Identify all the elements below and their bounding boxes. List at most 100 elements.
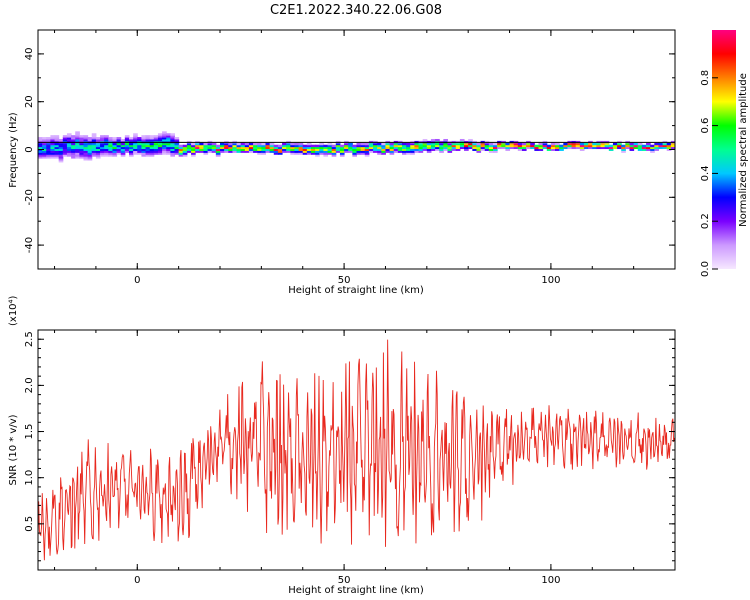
spectrogram-cell	[95, 154, 101, 157]
spectrogram-cell	[236, 142, 242, 146]
spectrogram-cell	[42, 137, 47, 140]
spectrogram-cell	[282, 142, 287, 146]
spectrogram-cell	[170, 152, 175, 155]
spectrogram-cell	[356, 150, 362, 153]
spectrogram-cell	[439, 150, 444, 153]
spectrogram-cell	[120, 154, 126, 157]
spectrogram-cell	[422, 148, 428, 151]
spectrogram-cell	[186, 150, 192, 153]
spectrogram-cell	[455, 148, 461, 151]
spectrogram-cell	[58, 160, 64, 163]
spectrogram-x-ticks: 0 50 100	[54, 30, 676, 286]
spectrogram-cell	[75, 142, 80, 146]
spectrogram-cell	[108, 150, 113, 153]
spectrogram-cell	[38, 138, 43, 142]
spectrogram-cell	[261, 150, 266, 153]
spectrogram-cell	[116, 146, 122, 150]
spectrogram-cell	[232, 144, 238, 148]
spectrogram-cell	[319, 148, 324, 151]
spectrogram-cell	[439, 142, 444, 146]
spectrogram-cell	[137, 137, 142, 140]
spectrogram-cell	[120, 146, 126, 150]
spectrogram-cell	[306, 148, 312, 151]
spectrogram-cell	[79, 150, 84, 153]
spectrogram-cell	[75, 150, 80, 153]
spectrogram-cell	[203, 146, 209, 150]
spectrogram-cell	[290, 148, 295, 151]
spectrogram-cell	[339, 148, 345, 151]
spectrogram-cell	[600, 144, 606, 148]
spectrogram-cell	[439, 144, 444, 148]
spectrogram-cell	[58, 146, 64, 150]
spectrogram-cell	[430, 138, 436, 142]
spectrogram-cell	[248, 144, 254, 148]
spectrogram-cell	[418, 144, 424, 148]
spectrogram-cell	[331, 150, 337, 153]
spectrogram-cell	[530, 142, 535, 146]
spectrogram-cell	[323, 152, 329, 155]
spectrogram-cell	[654, 146, 659, 150]
spectrogram-cell	[104, 148, 109, 151]
spectrogram-cell	[493, 144, 498, 148]
spectrogram-cell	[79, 138, 84, 142]
spectrogram-cell	[124, 144, 130, 148]
snr-y-ticks: 0.5 1.0 1.5 2.0 2.5	[24, 331, 675, 562]
spectrogram-cell	[38, 146, 43, 150]
spectrogram-cell	[385, 148, 391, 151]
spectrogram-cell	[166, 137, 171, 140]
spectrogram-cell	[435, 148, 440, 151]
spectrogram-cell	[426, 146, 432, 150]
spectrogram-cell	[306, 142, 312, 146]
spectrogram-cell	[650, 150, 655, 153]
spectrogram-cell	[368, 142, 374, 146]
spectrogram-cell	[129, 142, 134, 146]
spectrogram-cell	[323, 148, 329, 151]
spectrogram-cell	[517, 148, 523, 151]
spectrogram-cell	[54, 148, 60, 151]
spectrogram-cell	[422, 138, 428, 142]
spectrogram-cell	[75, 131, 80, 134]
spectrogram-cell	[484, 142, 490, 146]
spectrogram-cell	[360, 142, 366, 146]
spectrogram-cell	[124, 142, 130, 146]
spectrogram-cell	[559, 144, 564, 148]
spectrogram-cell	[108, 152, 113, 155]
spectrogram-cell	[315, 154, 320, 157]
spectrogram-cell	[54, 146, 60, 150]
spectrogram-cell	[294, 146, 300, 150]
spectrogram-cell	[248, 150, 254, 153]
spectrogram-cell	[497, 146, 502, 150]
spectrogram-cell	[129, 138, 134, 142]
spectrogram-cell	[637, 148, 643, 151]
spectrogram-cell	[658, 146, 664, 150]
spectrogram-cell	[50, 142, 56, 146]
spectrogram-cell	[153, 148, 159, 151]
spectrogram-cell	[100, 142, 105, 146]
spectrogram-cell	[480, 144, 486, 148]
spectrogram-cell	[298, 148, 304, 151]
spectrogram-cell	[617, 142, 622, 146]
y-tick-label: 20	[24, 95, 35, 108]
spectrogram-cell	[38, 137, 43, 140]
spectrogram-cell	[83, 146, 89, 150]
spectrogram-cell	[46, 156, 51, 159]
spectrogram-cell	[91, 144, 97, 148]
spectrogram-cell	[418, 142, 424, 146]
spectrogram-cell	[257, 142, 262, 146]
spectrogram-cell	[244, 150, 250, 153]
spectrogram-cell	[75, 154, 80, 157]
spectrogram-cell	[112, 144, 118, 148]
spectrogram-cell	[550, 146, 556, 150]
spectrogram-cell	[149, 142, 155, 146]
colorbar: 0.0 0.2 0.4 0.6 0.8 Normalized spectral ampl…	[700, 30, 749, 277]
spectrogram-cell	[38, 142, 43, 146]
snr-series-line	[37, 339, 676, 561]
spectrogram-cell	[592, 146, 597, 150]
spectrogram-cell	[290, 152, 295, 155]
spectrogram-cell	[633, 146, 639, 150]
spectrogram-cell	[162, 146, 167, 150]
spectrogram-cell	[137, 148, 142, 151]
spectrogram-cell	[71, 154, 76, 157]
spectrogram-cell	[191, 146, 196, 150]
spectrogram-cell	[153, 137, 159, 140]
